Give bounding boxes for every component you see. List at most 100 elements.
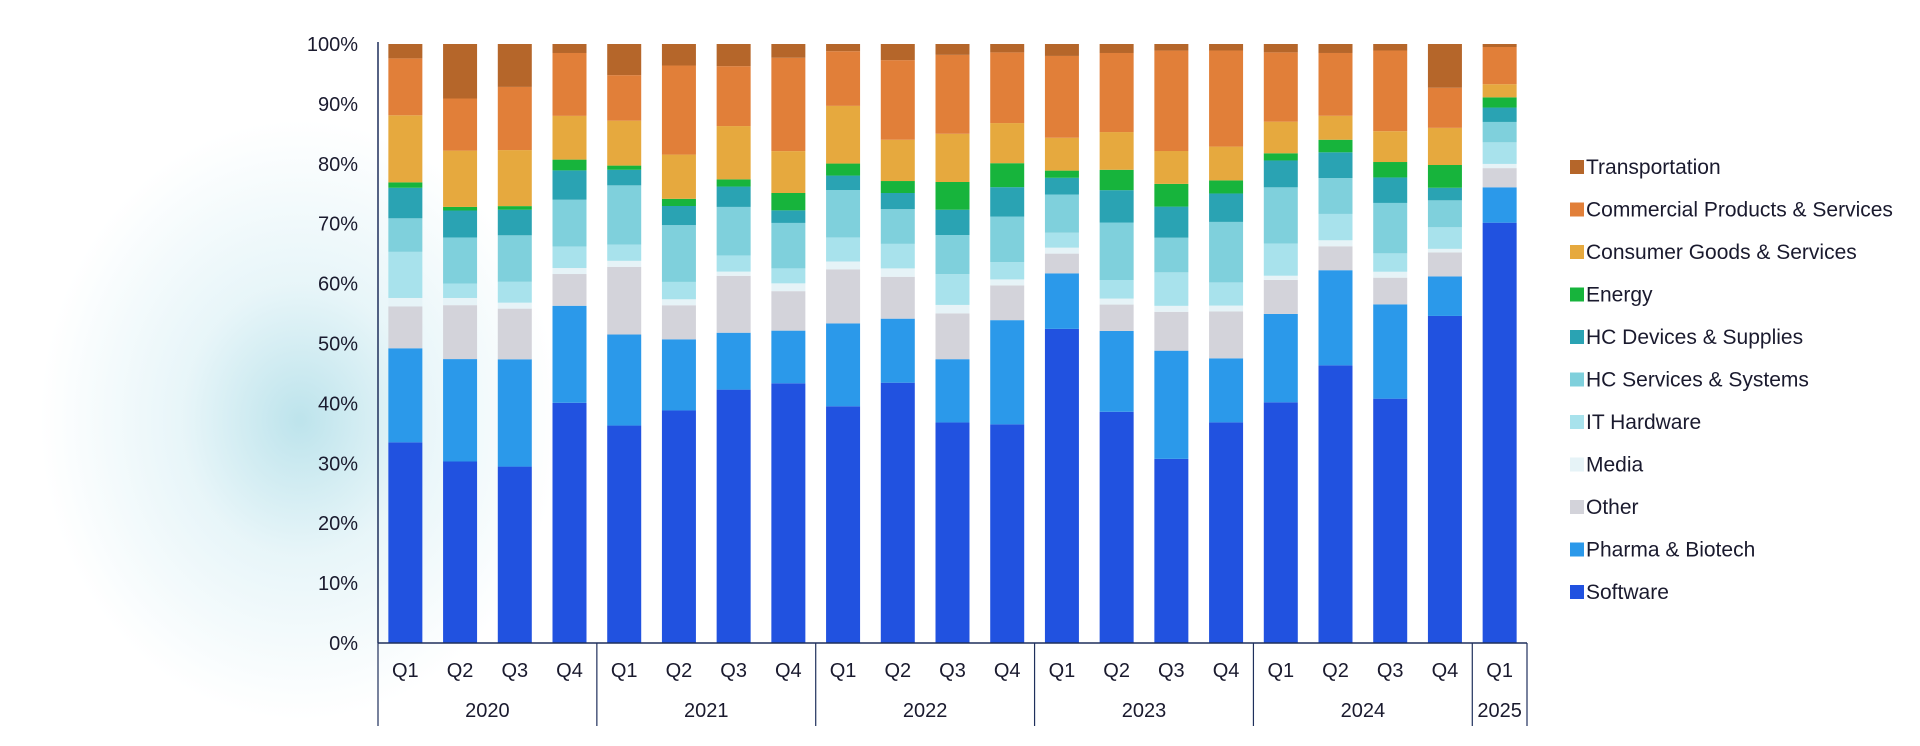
bar-segment-energy-19 (1373, 162, 1408, 178)
bar-segment-it-hardware-18 (1318, 213, 1353, 241)
bar-segment-software-21 (1482, 222, 1517, 643)
legend-label: Other (1586, 496, 1639, 519)
bar-segment-it-hardware-7 (716, 255, 751, 272)
y-tick-label: 70% (318, 214, 358, 236)
y-tick-label: 30% (318, 453, 358, 475)
bar-segment-it-hardware-16 (1209, 282, 1244, 306)
legend: Transportation Commercial Products & Serv… (1570, 156, 1893, 604)
x-tick-label: Q3 (501, 660, 528, 682)
bar-segment-consumer-goods-and-services-11 (935, 133, 970, 182)
bar-segment-hc-devices-and-supplies-19 (1373, 177, 1408, 203)
bar-segment-hc-services-and-systems-1 (388, 218, 423, 252)
bar-segment-hc-services-and-systems-15 (1154, 237, 1189, 273)
bar-segment-it-hardware-2 (443, 283, 478, 298)
bar-segment-transportation-17 (1263, 44, 1298, 53)
bar-segment-consumer-goods-and-services-20 (1427, 127, 1462, 165)
bar-segment-consumer-goods-and-services-14 (1099, 132, 1134, 170)
bar-segment-hc-devices-and-supplies-6 (661, 206, 696, 226)
bar-segment-commercial-products-and-services-9 (826, 51, 861, 106)
bar-segment-transportation-2 (443, 44, 478, 99)
legend-swatch (1570, 160, 1584, 174)
bar-segment-software-13 (1044, 328, 1079, 643)
bar-segment-consumer-goods-and-services-12 (990, 123, 1025, 164)
bar-segment-it-hardware-15 (1154, 272, 1189, 306)
legend-label: Pharma & Biotech (1586, 539, 1755, 562)
bar-segment-media-5 (607, 260, 642, 267)
bar-segment-software-14 (1099, 411, 1134, 643)
bar-segment-consumer-goods-and-services-9 (826, 105, 861, 164)
x-tick-label: Q3 (939, 660, 966, 682)
bar-segment-it-hardware-3 (497, 281, 532, 303)
legend-item-media: Media (1570, 454, 1644, 477)
bar-segment-hc-devices-and-supplies-18 (1318, 152, 1353, 179)
bar-segment-pharma-and-biotech-10 (880, 318, 915, 383)
x-tick-label: Q1 (392, 660, 419, 682)
bar-segment-it-hardware-1 (388, 251, 423, 298)
bar-segment-other-15 (1154, 311, 1189, 351)
bar-segment-software-20 (1427, 315, 1462, 643)
bar-segment-hc-services-and-systems-12 (990, 216, 1025, 263)
bar-segment-commercial-products-and-services-7 (716, 66, 751, 127)
bar-segment-transportation-14 (1099, 44, 1134, 53)
bar-segment-hc-services-and-systems-11 (935, 235, 970, 275)
bar-segment-media-3 (497, 302, 532, 309)
bar-segment-other-13 (1044, 253, 1079, 274)
bar-segment-energy-6 (661, 198, 696, 206)
bar-segment-hc-services-and-systems-19 (1373, 202, 1408, 254)
bar-segment-energy-1 (388, 182, 423, 188)
bar-segment-other-4 (552, 274, 587, 306)
bar-segment-hc-services-and-systems-14 (1099, 222, 1134, 280)
bar-segment-energy-8 (771, 193, 806, 211)
bar-segment-software-7 (716, 389, 751, 643)
bar-segment-it-hardware-19 (1373, 253, 1408, 272)
bar-segment-it-hardware-14 (1099, 280, 1134, 299)
x-group-label: 2025 (1477, 700, 1522, 722)
y-tick-label: 40% (318, 393, 358, 415)
x-tick-label: Q1 (1486, 660, 1513, 682)
bar-segment-software-6 (661, 410, 696, 643)
bar-segment-other-7 (716, 275, 751, 333)
legend-item-other: Other (1570, 496, 1639, 519)
legend-label: HC Services & Systems (1586, 369, 1809, 392)
bar-segment-energy-15 (1154, 183, 1189, 207)
bar-segment-transportation-5 (607, 44, 642, 76)
legend-swatch (1570, 415, 1584, 429)
legend-label: Energy (1586, 284, 1653, 307)
bar-segment-pharma-and-biotech-2 (443, 359, 478, 462)
legend-item-software: Software (1570, 581, 1669, 604)
bar-segment-hc-devices-and-supplies-9 (826, 175, 861, 190)
bar-segment-energy-7 (716, 179, 751, 187)
bar-segment-other-8 (771, 291, 806, 331)
bar-segment-transportation-21 (1482, 44, 1517, 47)
bar-segment-commercial-products-and-services-2 (443, 98, 478, 151)
legend-label: Transportation (1586, 156, 1721, 179)
y-tick-label: 100% (307, 34, 358, 56)
bar-segment-pharma-and-biotech-3 (497, 359, 532, 467)
legend-swatch (1570, 245, 1584, 259)
bar-segment-pharma-and-biotech-8 (771, 330, 806, 384)
x-tick-label: Q4 (994, 660, 1021, 682)
legend-item-commercial-products-and-services: Commercial Products & Services (1570, 199, 1893, 222)
bar-segment-software-16 (1209, 422, 1244, 643)
bar-segment-hc-services-and-systems-13 (1044, 194, 1079, 233)
bar-segment-commercial-products-and-services-14 (1099, 52, 1134, 133)
bar-segment-pharma-and-biotech-11 (935, 359, 970, 423)
bar-segment-commercial-products-and-services-3 (497, 86, 532, 151)
bar-segment-commercial-products-and-services-11 (935, 54, 970, 134)
bar-segment-pharma-and-biotech-16 (1209, 358, 1244, 423)
bar-segment-transportation-6 (661, 44, 696, 66)
bar-segment-consumer-goods-and-services-16 (1209, 146, 1244, 181)
x-tick-label: Q4 (775, 660, 802, 682)
bar-segment-transportation-10 (880, 44, 915, 61)
bar-segment-software-1 (388, 442, 423, 643)
bar-segment-media-6 (661, 299, 696, 306)
bar-segment-it-hardware-11 (935, 274, 970, 305)
legend-swatch (1570, 585, 1584, 599)
bar-segment-transportation-19 (1373, 44, 1408, 51)
y-tick-label: 20% (318, 513, 358, 535)
bar-segment-commercial-products-and-services-21 (1482, 47, 1517, 85)
x-tick-label: Q1 (1267, 660, 1294, 682)
legend-item-hc-services-and-systems: HC Services & Systems (1570, 369, 1809, 392)
bar-segment-software-15 (1154, 458, 1189, 643)
bar-segment-pharma-and-biotech-17 (1263, 313, 1298, 403)
